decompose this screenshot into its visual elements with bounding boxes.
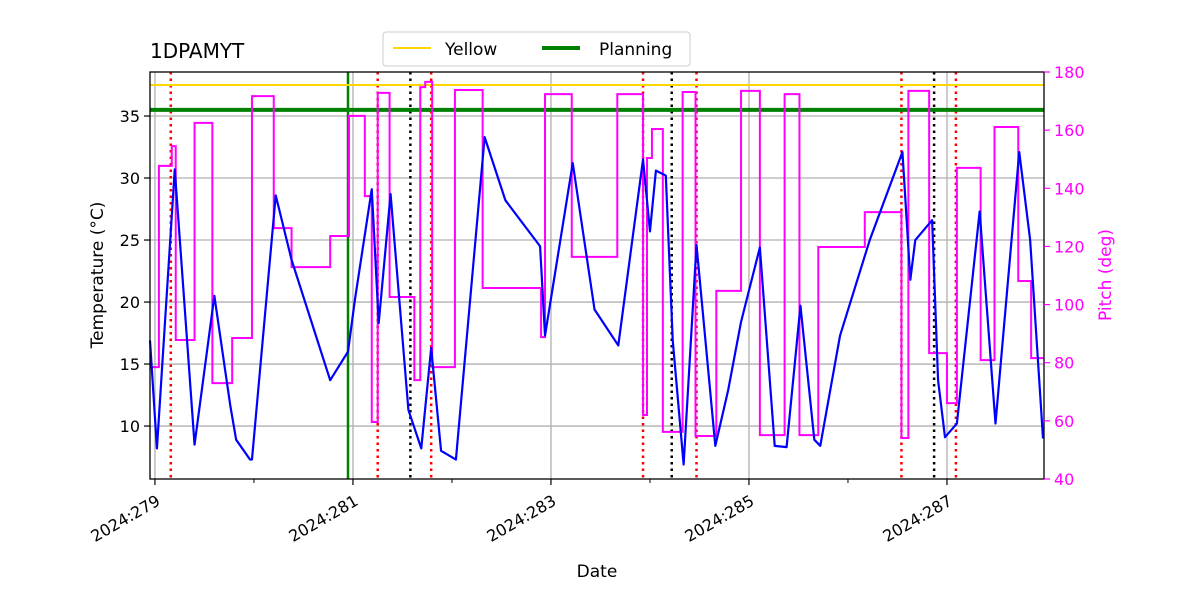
temperature-line: [148, 136, 1045, 466]
x-tick-label: 2024:281: [285, 491, 361, 546]
x-tick-label: 2024:279: [87, 491, 163, 546]
y-tick-label: 20: [120, 293, 140, 312]
y2-tick-label: 160: [1054, 121, 1085, 140]
y2-tick-label: 140: [1054, 179, 1085, 198]
grid: [150, 72, 1044, 479]
y-tick-label: 35: [120, 107, 140, 126]
y-tick-label: 30: [120, 169, 140, 188]
y-axis-label: Temperature (°C): [88, 202, 108, 350]
series-group: [148, 80, 1045, 466]
y2-tick-label: 120: [1054, 237, 1085, 256]
legend-box: [382, 31, 691, 67]
y-tick-label: 25: [120, 231, 140, 250]
y-tick-label: 15: [120, 355, 140, 374]
event-lines: [169, 72, 958, 479]
plot-frame: [149, 71, 1045, 480]
x-tick-label: 2024:287: [879, 491, 955, 546]
y2-tick-label: 60: [1054, 412, 1074, 431]
x-axis-label: Date: [577, 562, 618, 582]
y2-tick-label: 80: [1054, 354, 1074, 373]
y2-tick-label: 180: [1054, 63, 1085, 82]
y2-tick-label: 40: [1054, 470, 1074, 489]
legend: Yellow Planning: [382, 31, 691, 67]
x-tick-label: 2024:285: [681, 491, 757, 546]
legend-label-yellow: Yellow: [444, 40, 497, 60]
y2-axis-label: Pitch (deg): [1096, 229, 1116, 321]
legend-label-planning: Planning: [599, 40, 672, 60]
y-tick-label: 10: [120, 417, 140, 436]
chart-title: 1DPAMYT: [150, 39, 245, 63]
threshold-lines: [150, 84, 1044, 112]
x-tick-label: 2024:283: [483, 491, 559, 546]
y2-tick-label: 100: [1054, 296, 1085, 315]
